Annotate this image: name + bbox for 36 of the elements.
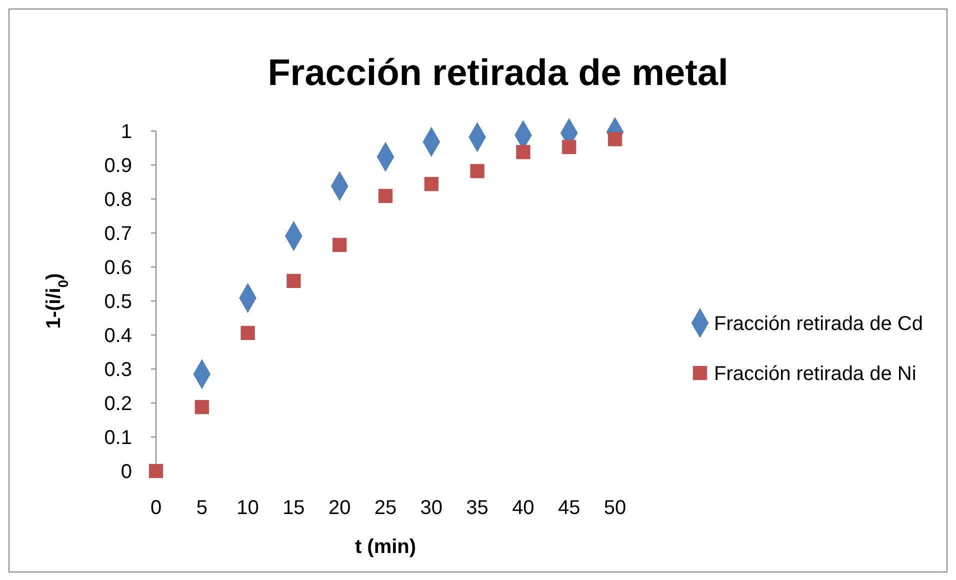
point <box>470 164 484 178</box>
legend-label: Fracción retirada de Ni <box>714 363 916 385</box>
point <box>240 326 255 340</box>
x-tick-label: 10 <box>236 497 259 519</box>
x-tick-label: 35 <box>466 497 488 519</box>
y-tick-label: 0.2 <box>104 393 132 415</box>
x-tick-label: 15 <box>282 497 305 519</box>
x-tick-label: 50 <box>604 497 626 519</box>
y-tick-label: 0.5 <box>104 291 132 313</box>
x-tick-label: 0 <box>150 497 162 519</box>
point <box>424 176 438 192</box>
y-tick-label: 0.9 <box>104 155 132 177</box>
point <box>516 145 530 160</box>
point <box>194 400 209 414</box>
point <box>148 464 164 478</box>
x-tick-label: 5 <box>196 497 208 519</box>
point <box>378 188 393 204</box>
x-tick-label: 40 <box>512 497 534 519</box>
x-tick-label: 45 <box>558 497 580 519</box>
x-axis-title: t (min) <box>354 536 416 558</box>
y-tick-label: 0.7 <box>104 223 132 245</box>
y-tick-label: 0.6 <box>104 257 132 279</box>
y-tick-label: 0.8 <box>104 189 132 211</box>
x-tick-label: 20 <box>328 497 351 519</box>
point <box>332 238 347 252</box>
y-tick-label: 0.1 <box>104 427 132 449</box>
y-tick-label: 0.3 <box>104 359 132 381</box>
y-tick-label: 0.4 <box>104 325 132 347</box>
chart-title: Fracción retirada de metal <box>268 52 728 93</box>
legend-label: Fracción retirada de Cd <box>714 313 923 335</box>
x-tick-label: 30 <box>420 497 443 519</box>
point <box>562 140 576 154</box>
y-tick-label: 0 <box>120 461 132 483</box>
x-tick-label: 25 <box>374 497 397 519</box>
y-tick-label: 1 <box>120 121 132 143</box>
point <box>286 274 301 288</box>
